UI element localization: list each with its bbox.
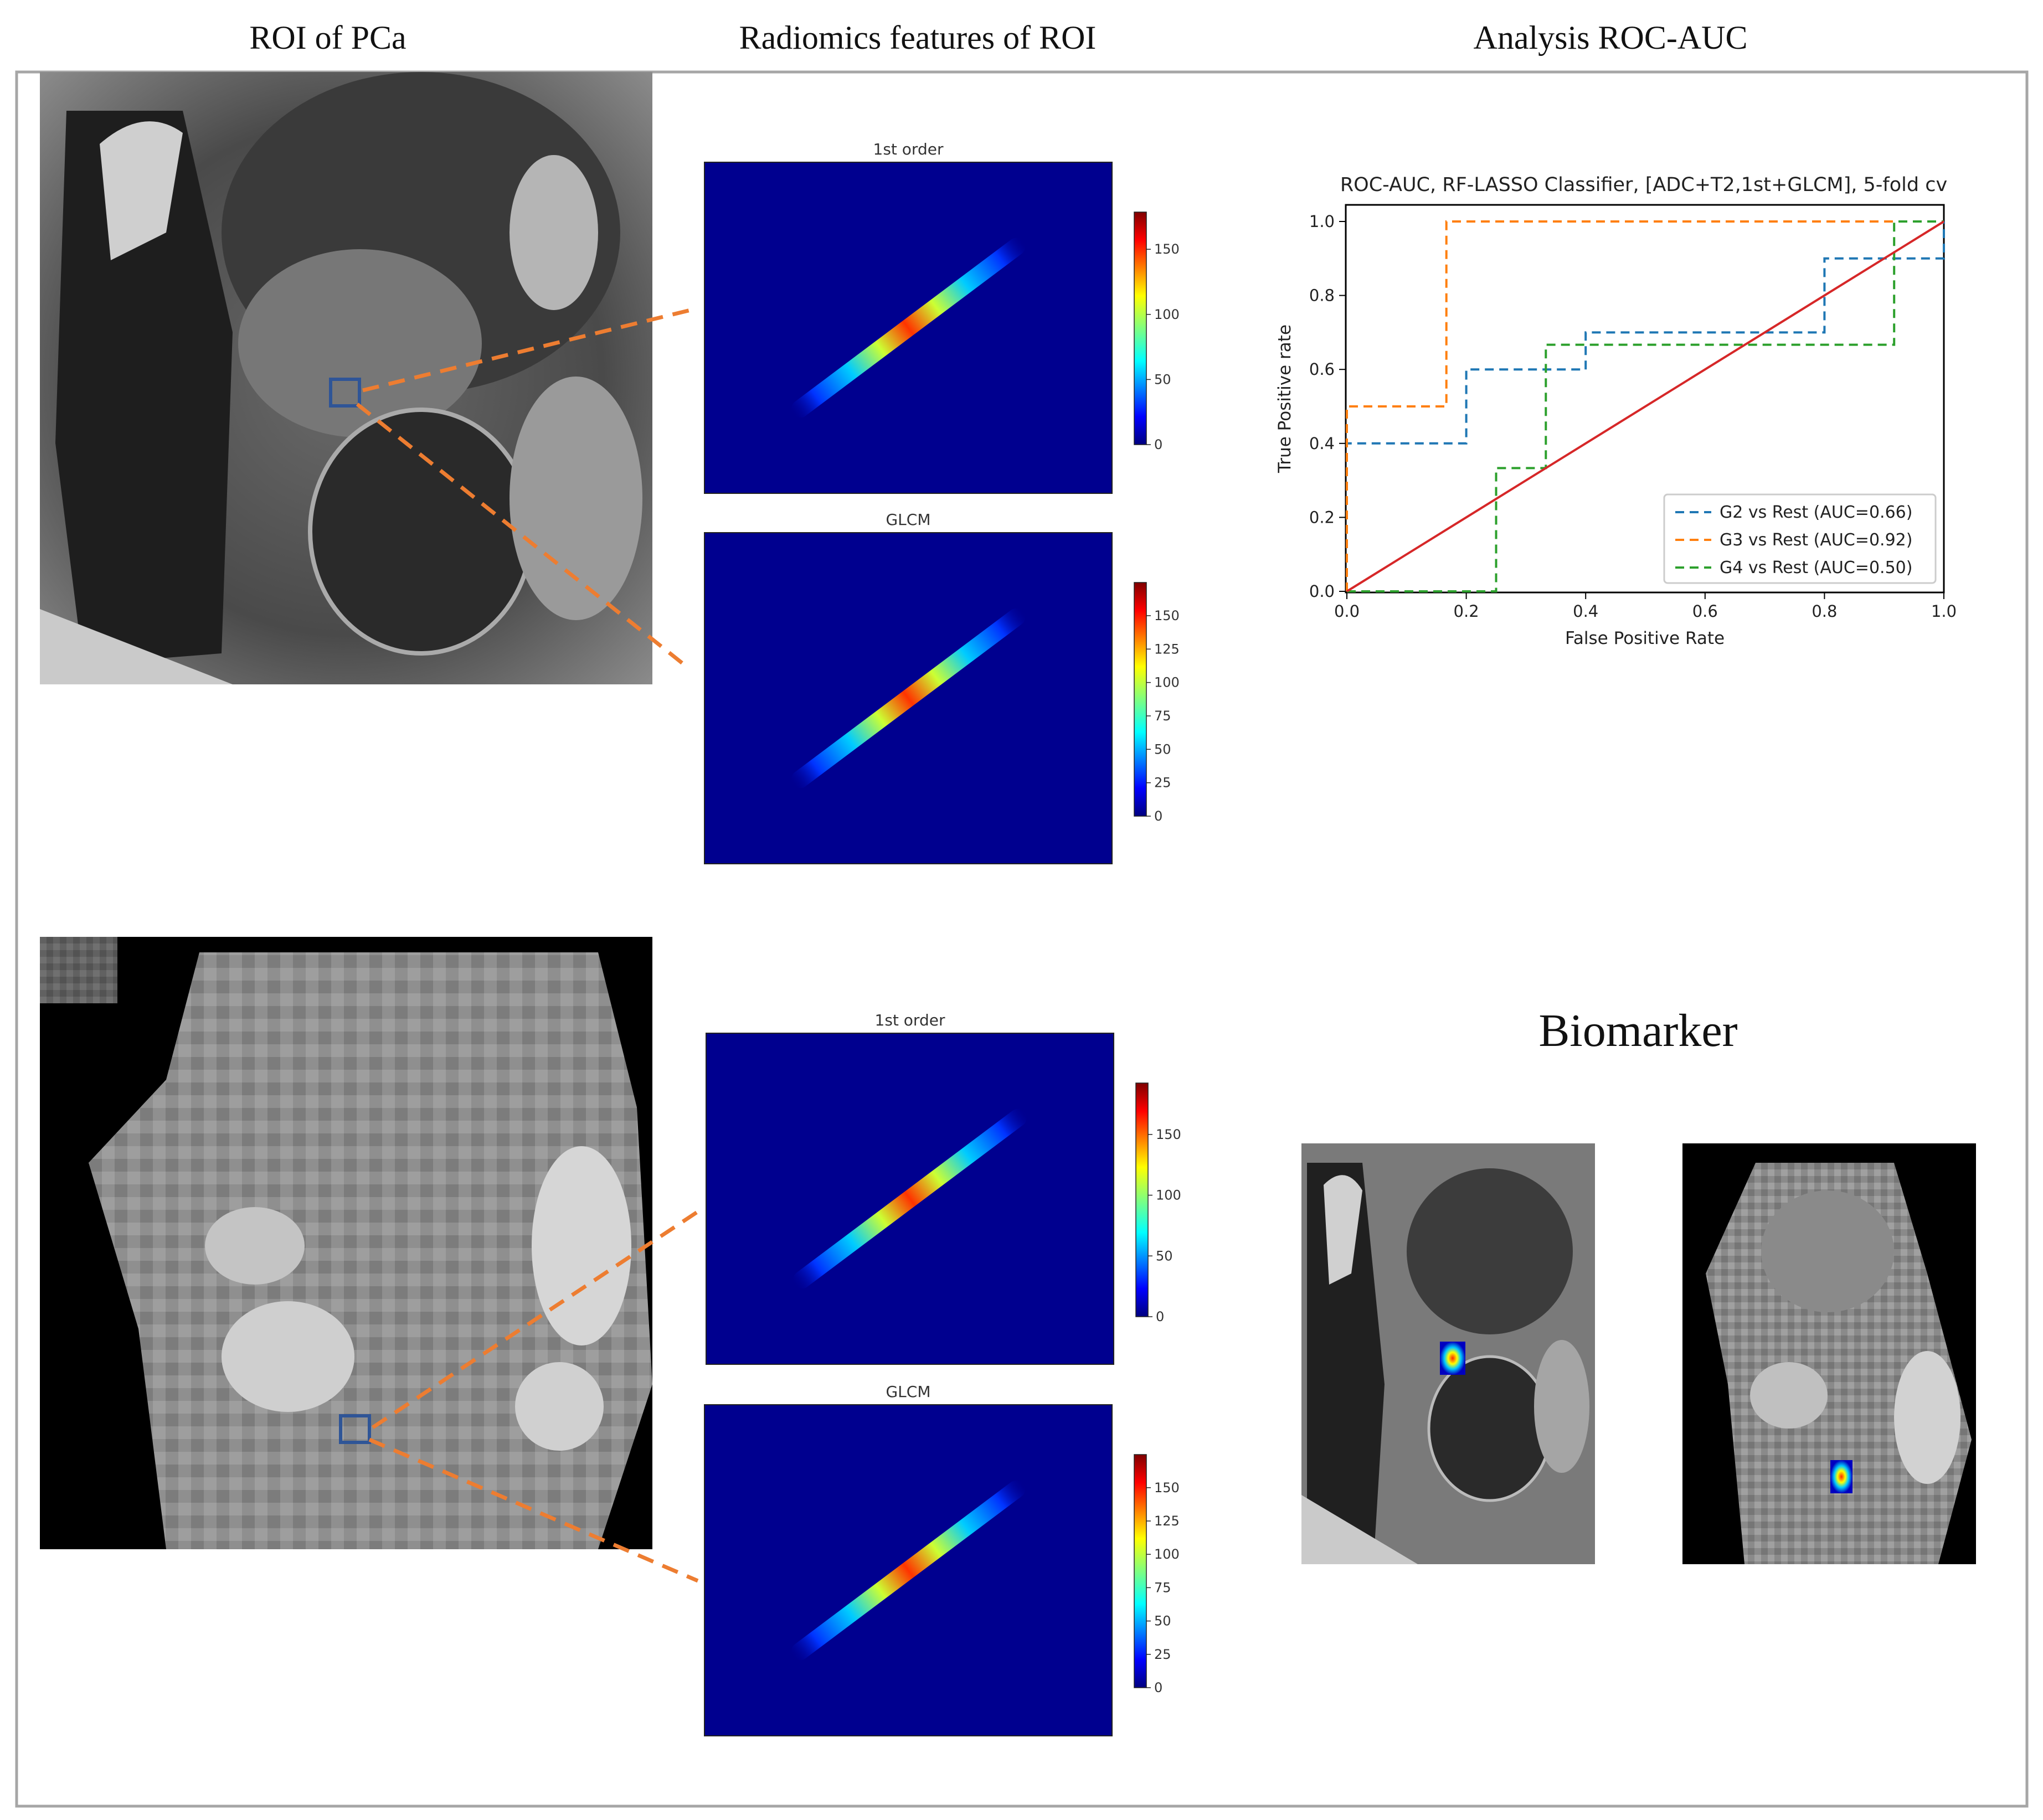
roc-chart: ROC-AUC, RF-LASSO Classifier, [ADC+T2,1s… [1275, 174, 1957, 648]
heatmap-diagonal-band [791, 608, 1026, 788]
roc-legend-label: G4 vs Rest (AUC=0.50) [1720, 558, 1912, 578]
roc-xtick-label: 0.4 [1573, 602, 1598, 621]
colorbar-tick-label: 0 [1154, 808, 1162, 824]
roc-ytick-label: 0.8 [1309, 286, 1335, 305]
colorbar-tick-label: 25 [1154, 775, 1171, 791]
roc-ytick-label: 1.0 [1309, 212, 1335, 231]
colorbar-tick-label: 50 [1154, 741, 1171, 757]
roc-series-line [1346, 220, 1944, 591]
heatmap-panel: GLCM 0 25 50 75 100 125 150 [704, 511, 1180, 864]
heatmap-diagonal-band [793, 1109, 1027, 1289]
header-roi: ROI of PCa [249, 19, 406, 56]
colorbar-tick-label: 50 [1154, 372, 1171, 387]
heatmap-title: 1st order [875, 1011, 945, 1029]
roc-series-line [1347, 220, 1944, 592]
roc-legend-label: G2 vs Rest (AUC=0.66) [1720, 503, 1912, 522]
colorbar-tick-label: 75 [1154, 708, 1171, 724]
roc-ylabel: True Positive rate [1275, 324, 1295, 473]
colorbar-tick-label: 50 [1154, 1613, 1171, 1629]
heatmap-diagonal-band [791, 1480, 1026, 1661]
roi-box-adc [339, 1414, 371, 1444]
roc-ytick-label: 0.0 [1309, 582, 1335, 601]
roc-title: ROC-AUC, RF-LASSO Classifier, [ADC+T2,1s… [1340, 174, 1947, 196]
heatmap-colorbar [1134, 212, 1147, 445]
heatmap-panels: 1st order050100150GLCM02550751001251501s… [704, 140, 1181, 1736]
heatmap-panel: 1st order 0 50 100 150 [704, 140, 1180, 494]
colorbar-tick-label: 100 [1154, 307, 1180, 322]
roc-series-line [1346, 220, 1945, 592]
roc-xtick-label: 0.6 [1692, 602, 1718, 621]
colorbar-tick-label: 150 [1154, 241, 1180, 257]
roc-ytick-label: 0.6 [1309, 360, 1335, 379]
heatmap-diagonal-band [791, 238, 1026, 418]
colorbar-tick-label: 150 [1156, 1127, 1181, 1142]
heatmap-panel: 1st order 0 50 100 150 [706, 1011, 1181, 1365]
adc-mri-image [40, 937, 652, 1549]
heatmap-title: 1st order [873, 140, 944, 158]
roc-ytick-label: 0.2 [1309, 508, 1335, 527]
colorbar-tick-label: 0 [1156, 1309, 1164, 1324]
colorbar-tick-label: 150 [1154, 608, 1180, 623]
heatmap-colorbar [1134, 582, 1147, 817]
heatmap-colorbar [1134, 1454, 1147, 1688]
roc-legend: G2 vs Rest (AUC=0.66) G3 vs Rest (AUC=0.9… [1663, 493, 1937, 584]
colorbar-tick-label: 125 [1154, 641, 1180, 657]
colorbar-tick-label: 25 [1154, 1647, 1171, 1662]
roc-xtick-label: 1.0 [1931, 602, 1957, 621]
biomarker-title: Biomarker [1538, 1005, 1737, 1056]
colorbar-tick-label: 50 [1156, 1248, 1173, 1264]
roc-xlabel: False Positive Rate [1565, 628, 1725, 648]
roi-box-t2 [329, 378, 361, 408]
roc-xtick-label: 0.0 [1334, 602, 1360, 621]
heatmap-colorbar [1135, 1082, 1149, 1317]
colorbar-tick-label: 100 [1154, 675, 1180, 690]
roc-legend-label: G3 vs Rest (AUC=0.92) [1720, 530, 1912, 550]
roc-xtick-label: 0.2 [1454, 602, 1479, 621]
biomarker-t2-hotspot [1440, 1342, 1465, 1375]
t2-mri-image [40, 72, 652, 684]
biomarker-adc-hotspot [1830, 1460, 1852, 1493]
colorbar-tick-label: 0 [1154, 1680, 1162, 1695]
roi-connectors [356, 307, 702, 1583]
roc-ytick-label: 0.4 [1309, 434, 1335, 453]
colorbar-tick-label: 75 [1154, 1580, 1171, 1595]
colorbar-tick-label: 100 [1156, 1188, 1181, 1203]
colorbar-tick-label: 125 [1154, 1513, 1180, 1529]
heatmap-panel: GLCM 0 25 50 75 100 125 150 [704, 1383, 1180, 1736]
roc-xtick-label: 0.8 [1812, 602, 1837, 621]
biomarker-adc-image [1682, 1143, 1976, 1564]
heatmap-title: GLCM [886, 1383, 930, 1401]
heatmap-title: GLCM [886, 511, 930, 529]
colorbar-tick-label: 150 [1154, 1480, 1180, 1496]
biomarker-t2-image [1301, 1143, 1595, 1564]
figure-frame [15, 70, 2029, 1808]
header-radiomics: Radiomics features of ROI [739, 19, 1097, 56]
colorbar-tick-label: 100 [1154, 1546, 1180, 1562]
header-analysis: Analysis ROC-AUC [1473, 19, 1747, 56]
colorbar-tick-label: 0 [1154, 437, 1162, 452]
